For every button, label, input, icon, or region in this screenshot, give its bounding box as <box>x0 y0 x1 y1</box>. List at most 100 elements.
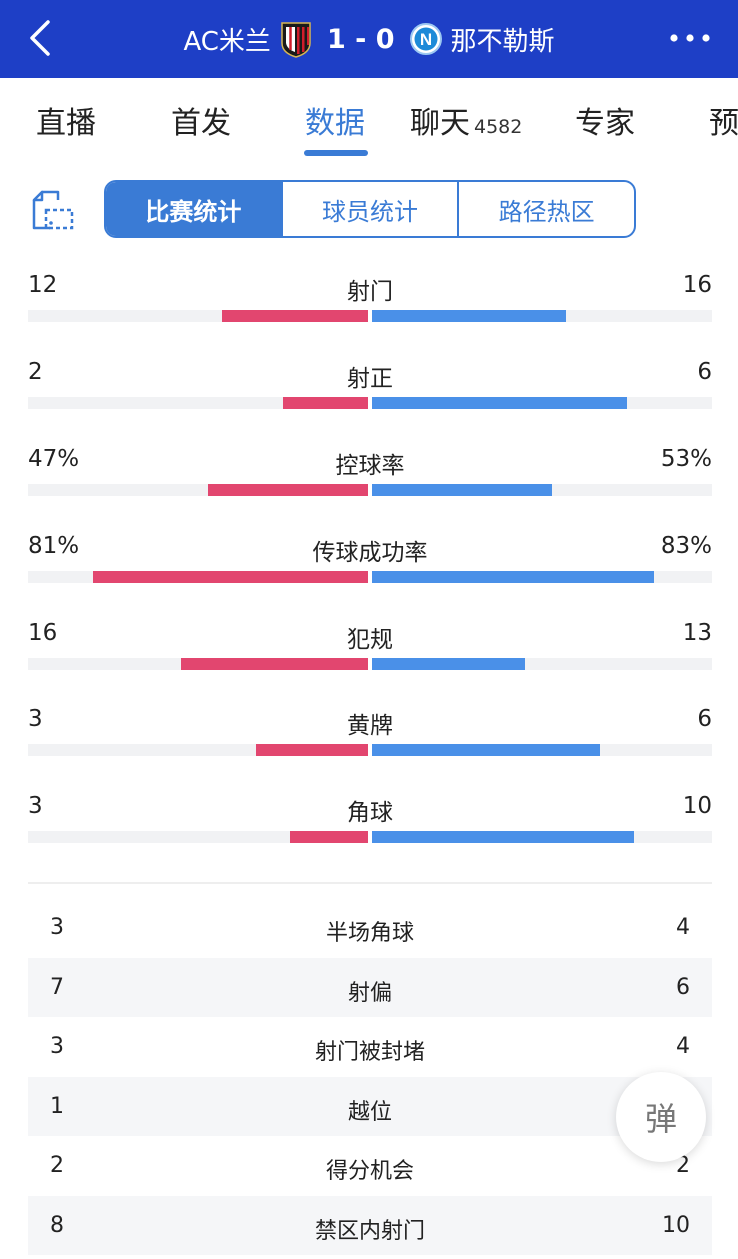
back-button[interactable] <box>22 14 62 62</box>
match-score: 1 - 0 <box>326 23 395 55</box>
stat-name: 传球成功率 <box>312 540 428 566</box>
home-stat-bar <box>290 831 368 843</box>
away-stat-bar <box>372 571 654 583</box>
tab-predict[interactable]: 预 <box>709 98 738 142</box>
home-stat-value: 1 <box>50 1093 64 1119</box>
stat-name: 射偏 <box>347 980 392 1006</box>
home-track-bg <box>28 831 368 843</box>
away-stat-value: 4 <box>676 1034 690 1059</box>
section-divider <box>28 882 712 884</box>
away-stat-value: 6 <box>697 706 712 732</box>
away-team-name: 那不勒斯 <box>450 26 555 57</box>
stat-name: 射门 <box>347 279 393 305</box>
home-stat-value: 3 <box>28 706 43 732</box>
home-stat-value: 7 <box>50 974 64 1000</box>
tab-chat[interactable]: 聊天 4582 <box>410 98 522 142</box>
stat-track <box>28 658 712 670</box>
stat-bar-row: 81% 传球成功率 83% <box>28 533 712 599</box>
stat-table-row: 7 射偏 6 <box>28 957 712 1017</box>
napoli-crest-letter: N <box>419 30 431 49</box>
stat-name: 得分机会 <box>325 1159 414 1184</box>
stat-table-row: 1 越位 <box>28 1076 712 1136</box>
stat-track <box>28 831 712 843</box>
away-stat-value: 4 <box>676 915 690 940</box>
tab-label: 专家 <box>575 106 635 141</box>
ac-milan-crest-icon <box>279 19 313 59</box>
away-stat-bar <box>372 484 552 496</box>
stat-table-row: 3 射门被封堵 4 <box>28 1017 712 1076</box>
home-team-name: AC米兰 <box>183 26 271 57</box>
share-icon <box>32 190 74 230</box>
home-stat-value: 3 <box>50 1034 64 1059</box>
stat-name: 禁区内射门 <box>314 1218 425 1244</box>
home-stat-value: 12 <box>28 272 58 298</box>
stat-name: 角球 <box>347 800 393 826</box>
away-stat-value: 6 <box>676 974 690 1000</box>
tab-live[interactable]: 直播 <box>36 98 96 142</box>
stat-name: 越位 <box>347 1099 392 1125</box>
stat-track <box>28 744 712 756</box>
segment-heatmap[interactable]: 路径热区 <box>457 182 634 236</box>
stat-bar-row: 16 犯规 13 <box>28 620 712 686</box>
away-stat-bar <box>372 658 525 670</box>
away-stat-value: 6 <box>697 359 712 385</box>
away-stat-bar <box>372 831 634 843</box>
away-stat-value: 10 <box>682 793 712 819</box>
away-stat-value: 83% <box>660 533 712 559</box>
chevron-left-icon <box>30 20 50 56</box>
tab-data[interactable]: 数据 <box>305 98 365 142</box>
home-stat-value: 3 <box>50 915 64 940</box>
home-stat-bar <box>181 658 368 670</box>
away-stat-value: 13 <box>682 620 712 646</box>
home-stat-bar <box>93 571 368 583</box>
home-stat-bar <box>256 744 368 756</box>
home-stat-bar <box>222 310 368 322</box>
stat-name: 犯规 <box>347 627 393 653</box>
more-button[interactable] <box>668 24 712 52</box>
more-horizontal-icon <box>670 34 710 42</box>
match-header: AC米兰 1 - 0 N 那不勒斯 <box>0 0 738 78</box>
tab-label: 聊天 <box>410 106 470 141</box>
away-stat-value: 2 <box>676 1153 690 1178</box>
away-stat-value: 53% <box>660 446 712 472</box>
tab-label: 首发 <box>171 106 231 141</box>
match-score-bar: AC米兰 1 - 0 N 那不勒斯 <box>0 0 738 78</box>
tab-label: 数据 <box>305 106 365 141</box>
away-stat-value: 16 <box>682 272 712 298</box>
stat-track <box>28 571 712 583</box>
segment-player-stats[interactable]: 球员统计 <box>280 182 458 236</box>
home-stat-value: 47% <box>28 446 80 472</box>
stat-table-row: 3 半场角球 4 <box>28 898 712 957</box>
main-tabs: 直播 首发 数据 聊天 4582 专家 预 <box>0 78 738 160</box>
home-stat-bar <box>208 484 368 496</box>
away-stat-value: 10 <box>662 1212 690 1238</box>
stat-table-row: 2 得分机会 2 <box>28 1136 712 1195</box>
home-stat-value: 3 <box>28 793 43 819</box>
chat-count: 4582 <box>474 116 523 138</box>
stat-bar-row: 2 射正 6 <box>28 359 712 425</box>
home-stat-value: 8 <box>50 1212 64 1238</box>
stat-name: 黄牌 <box>347 713 393 739</box>
home-stat-value: 2 <box>50 1153 64 1178</box>
home-stat-bar <box>283 397 368 409</box>
stat-bar-row: 12 射门 16 <box>28 272 712 338</box>
away-stat-bar <box>372 397 627 409</box>
share-button[interactable] <box>28 186 76 234</box>
stat-track <box>28 397 712 409</box>
stat-track <box>28 310 712 322</box>
stat-name: 射门被封堵 <box>314 1040 425 1065</box>
stat-name: 控球率 <box>335 453 405 479</box>
stat-bar-row: 3 角球 10 <box>28 793 712 859</box>
tab-experts[interactable]: 专家 <box>575 98 635 142</box>
tab-lineup[interactable]: 首发 <box>171 98 231 142</box>
stats-segment-control: 比赛统计 球员统计 路径热区 <box>104 180 636 238</box>
tab-label: 预 <box>709 106 738 141</box>
segment-match-stats[interactable]: 比赛统计 <box>106 182 281 236</box>
stat-table-row: 8 禁区内射门 10 <box>28 1195 712 1255</box>
stat-bar-row: 3 黄牌 6 <box>28 706 712 772</box>
stat-name: 射正 <box>347 366 393 392</box>
tab-label: 直播 <box>36 106 96 141</box>
stat-track <box>28 484 712 496</box>
danmu-button[interactable]: 弹 <box>616 1072 706 1162</box>
home-stat-value: 2 <box>28 359 43 385</box>
